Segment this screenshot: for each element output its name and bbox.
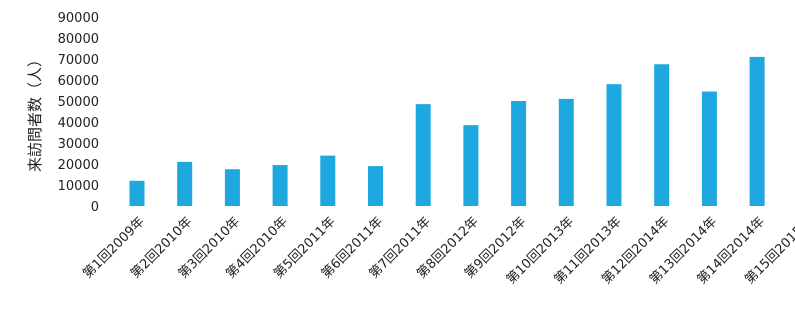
y-tick-label: 40000 [58, 116, 99, 131]
bars [129, 56, 765, 207]
bar [320, 155, 336, 206]
bar [654, 64, 670, 206]
bar [415, 104, 431, 206]
y-tick-label: 90000 [58, 11, 99, 26]
bar [272, 165, 288, 206]
y-tick-label: 0 [91, 200, 99, 215]
y-tick-label: 70000 [58, 53, 99, 68]
bar [606, 84, 622, 206]
bar [701, 91, 717, 206]
y-tick-label: 20000 [58, 158, 99, 173]
bar [463, 125, 479, 206]
x-axis-labels: 第1回2009年第2回2010年第3回2010年第4回2010年第5回2011年… [80, 214, 795, 287]
bar [511, 101, 527, 206]
y-axis-label: 来訪問者数（人） [26, 52, 44, 172]
bar [224, 169, 240, 206]
y-tick-label: 50000 [58, 95, 99, 110]
bar [749, 56, 765, 207]
y-tick-label: 30000 [58, 137, 99, 152]
bar [368, 166, 383, 206]
bar [177, 161, 193, 206]
y-tick-label: 60000 [58, 74, 99, 89]
y-tick-label: 10000 [58, 179, 99, 194]
y-axis-ticks: 0 10000 20000 30000 40000 50000 60000 70000 8000… [58, 11, 99, 215]
bar [558, 98, 574, 206]
bar [129, 180, 145, 206]
y-tick-label: 80000 [58, 32, 99, 47]
